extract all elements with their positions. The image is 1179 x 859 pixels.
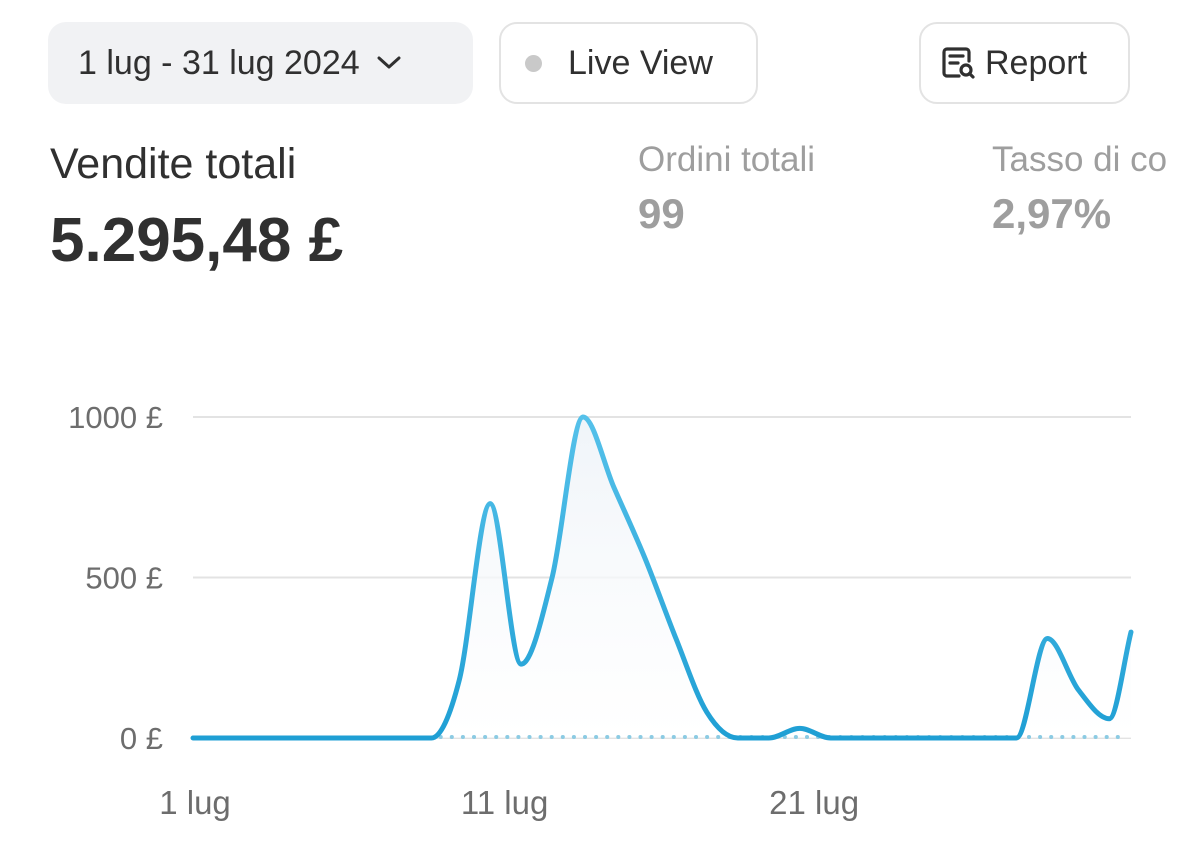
- live-view-label: Live View: [568, 43, 713, 82]
- report-search-icon: [939, 44, 977, 82]
- conversion-rate-value: 2,97%: [992, 190, 1112, 237]
- x-tick-label: 11 lug: [461, 784, 548, 821]
- y-tick-label: 1000 £: [68, 400, 163, 435]
- live-view-button[interactable]: Live View: [499, 22, 758, 104]
- total-orders-value: 99: [638, 190, 685, 237]
- total-orders-label[interactable]: Ordini totali: [638, 140, 816, 179]
- conversion-rate-label[interactable]: Tasso di co: [992, 140, 1168, 179]
- y-tick-label: 0 £: [120, 721, 163, 756]
- report-label: Report: [985, 43, 1088, 82]
- sales-series-line: [190, 414, 1134, 741]
- report-button[interactable]: Report: [919, 22, 1130, 104]
- x-tick-label: 21 lug: [769, 784, 859, 821]
- date-range-label: 1 lug - 31 lug 2024: [78, 43, 360, 82]
- total-sales-value: 5.295,48 £: [50, 206, 344, 275]
- sales-area: [193, 417, 1131, 738]
- total-sales-label: Vendite totali: [50, 140, 297, 188]
- x-tick-label: 1 lug: [159, 784, 231, 821]
- status-dot-icon: [525, 54, 542, 72]
- y-tick-label: 500 £: [85, 561, 163, 596]
- sales-chart: 1000 £ 500 £ 0 £ 1 lug 11 lug 21 lug: [68, 400, 1134, 821]
- chevron-down-icon: [376, 55, 402, 71]
- date-range-button[interactable]: 1 lug - 31 lug 2024: [48, 22, 473, 104]
